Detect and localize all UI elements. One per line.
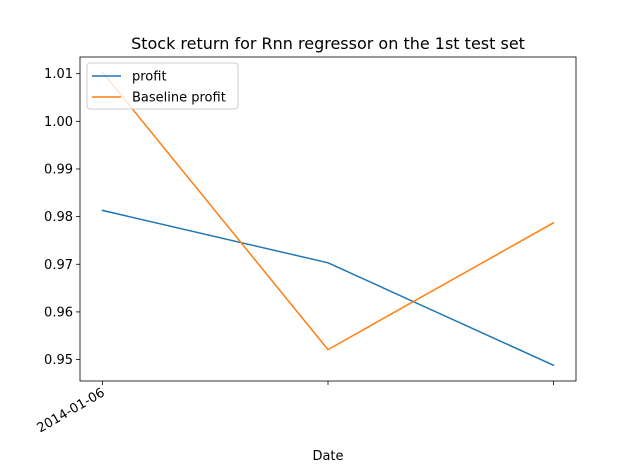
plot-area: [101, 71, 555, 367]
legend: profit Baseline profit: [86, 62, 239, 110]
legend-label-2: Baseline profit: [132, 91, 226, 106]
y-tick-label: 1.01: [44, 67, 73, 82]
chart-title: Stock return for Rnn regressor on the 1s…: [131, 34, 525, 53]
series-line-2: [101, 71, 555, 351]
y-tick-label: 0.95: [44, 353, 73, 368]
x-tick-label: 2014-01-06: [35, 385, 108, 436]
legend-box: [86, 62, 239, 110]
y-tick-label: 0.97: [44, 258, 73, 273]
axes: 0.95 0.96 0.97 0.98 0.99 1.00 1.01 2014-01-06: [35, 56, 577, 436]
series-line-1: [101, 209, 555, 367]
y-tick-label: 0.99: [44, 162, 73, 177]
legend-label-1: profit: [132, 70, 167, 85]
y-tick-label: 1.00: [44, 115, 73, 130]
y-tick-label: 0.98: [44, 210, 73, 225]
x-axis-label: Date: [312, 449, 343, 464]
y-tick-label: 0.96: [44, 305, 73, 320]
